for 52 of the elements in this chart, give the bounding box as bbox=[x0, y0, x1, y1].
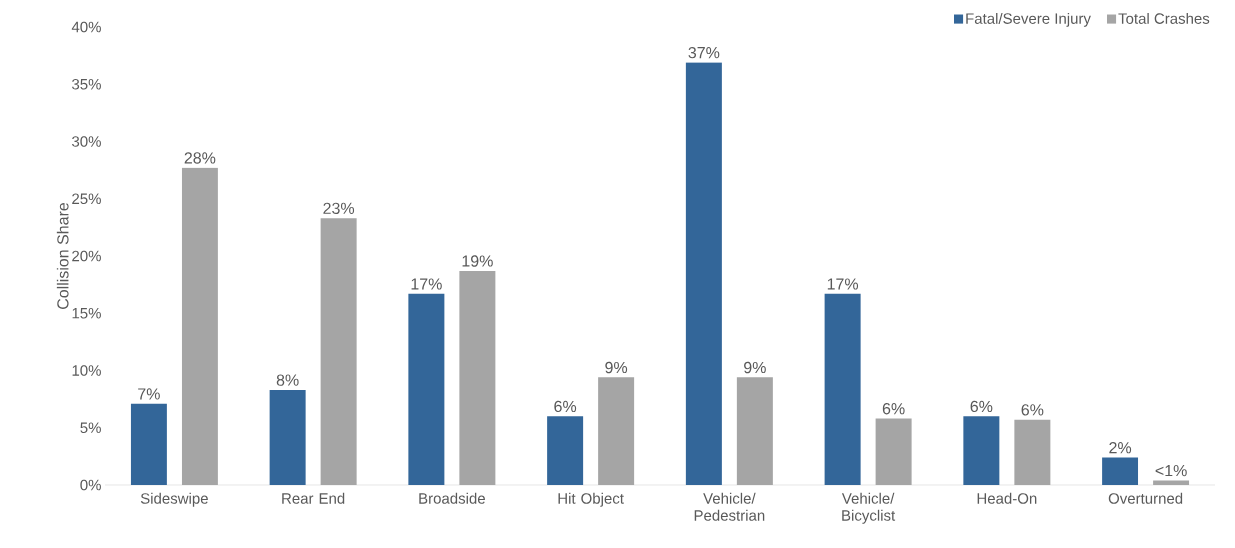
data-label: 28% bbox=[184, 152, 216, 164]
data-label: 6% bbox=[554, 400, 577, 413]
y-tick-label: 35% bbox=[72, 78, 101, 90]
y-tick-label: 25% bbox=[72, 193, 101, 205]
data-label: 17% bbox=[411, 278, 442, 290]
x-tick-label: Broadside bbox=[419, 492, 485, 504]
x-tick-label: Rear End bbox=[282, 492, 345, 504]
data-label: 19% bbox=[462, 255, 493, 267]
x-tick-label: Head-On bbox=[977, 492, 1037, 504]
x-tick-label: Sideswipe bbox=[140, 492, 208, 507]
bar bbox=[685, 62, 722, 485]
bar bbox=[547, 416, 584, 485]
y-axis-title: Collision Share bbox=[56, 202, 69, 309]
data-label: <1% bbox=[1155, 465, 1187, 477]
bar bbox=[1014, 419, 1051, 485]
bar bbox=[875, 418, 912, 485]
bar bbox=[1102, 457, 1139, 485]
bar bbox=[1153, 480, 1190, 485]
data-label: 6% bbox=[882, 403, 905, 415]
bar bbox=[824, 293, 861, 485]
bar bbox=[598, 377, 635, 485]
x-tick-label: Hit Object bbox=[558, 492, 624, 507]
bar bbox=[736, 377, 773, 485]
y-tick-label: 30% bbox=[72, 136, 101, 147]
bar bbox=[963, 416, 1000, 485]
bar bbox=[181, 167, 218, 485]
data-label: 37% bbox=[688, 46, 720, 59]
y-tick-label: 5% bbox=[80, 422, 101, 434]
x-tick-label: Vehicle/ Pedestrian bbox=[694, 492, 765, 521]
x-tick-label: Vehicle/ Bicyclist bbox=[841, 492, 896, 524]
data-label: 9% bbox=[744, 361, 766, 374]
data-label: 6% bbox=[970, 400, 993, 413]
data-label: 8% bbox=[276, 374, 299, 386]
y-tick-label: 10% bbox=[72, 365, 101, 376]
bar bbox=[269, 389, 306, 485]
y-tick-label: 15% bbox=[72, 307, 101, 319]
y-tick-label: 20% bbox=[72, 250, 101, 262]
bar bbox=[320, 218, 357, 485]
data-label: 6% bbox=[1021, 404, 1044, 416]
x-tick-label: Overturned bbox=[1108, 492, 1183, 504]
data-label: 2% bbox=[1109, 442, 1132, 454]
data-label: 7% bbox=[138, 388, 160, 400]
y-tick-label: 40% bbox=[71, 21, 101, 33]
data-label: 23% bbox=[323, 202, 355, 215]
bar bbox=[459, 270, 496, 485]
legend-label: Total Crashes bbox=[1118, 12, 1210, 24]
bar bbox=[130, 403, 167, 485]
y-tick-label: 0% bbox=[80, 479, 101, 491]
bar bbox=[408, 293, 445, 485]
data-label: 9% bbox=[605, 361, 628, 374]
legend-label: Fatal/Severe Injury bbox=[966, 12, 1091, 27]
data-label: 17% bbox=[827, 278, 859, 290]
